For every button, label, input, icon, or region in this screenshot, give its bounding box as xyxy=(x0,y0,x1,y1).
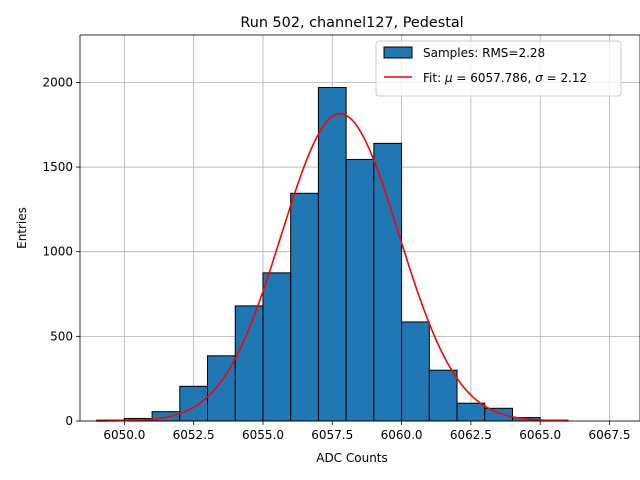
legend-histogram-swatch xyxy=(383,46,413,59)
histogram-bar xyxy=(179,385,209,422)
histogram-bar xyxy=(151,411,181,422)
legend-histogram-label: Samples: RMS=2.28 xyxy=(423,46,545,60)
histogram-bar xyxy=(484,407,513,422)
y-tick-label: 2000 xyxy=(42,75,73,89)
y-tick-label: 500 xyxy=(50,329,73,343)
histogram-bar xyxy=(373,142,403,422)
x-tick-label: 6062.5 xyxy=(450,428,492,442)
y-tick-label: 1000 xyxy=(42,245,73,259)
legend: Samples: RMS=2.28 Fit: μ = 6057.786, σ =… xyxy=(375,40,622,97)
y-tick-label: 1500 xyxy=(42,160,73,174)
x-tick-label: 6057.5 xyxy=(311,428,353,442)
histogram-bar xyxy=(428,369,458,422)
chart-title: Run 502, channel127, Pedestal xyxy=(240,15,463,31)
histogram-bar xyxy=(456,402,486,422)
x-tick-label: 6065.0 xyxy=(519,428,561,442)
histogram-bar xyxy=(290,192,319,422)
y-axis-ticks: 0 500 1000 1500 2000 xyxy=(42,75,80,428)
histogram-bars xyxy=(96,86,569,422)
x-axis-label: ADC Counts xyxy=(316,451,388,465)
histogram-bar xyxy=(345,158,375,422)
y-tick-label: 0 xyxy=(65,414,73,428)
histogram-bar xyxy=(317,86,347,422)
x-tick-label: 6060.0 xyxy=(381,428,423,442)
histogram-bar xyxy=(401,321,430,422)
x-tick-label: 6052.5 xyxy=(173,428,215,442)
legend-box xyxy=(375,40,622,97)
x-tick-label: 6067.5 xyxy=(589,428,631,442)
fit-curve xyxy=(96,112,568,422)
x-tick-label: 6055.0 xyxy=(242,428,284,442)
y-axis-label: Entries xyxy=(15,207,29,249)
x-axis-ticks: 6050.0 6052.5 6055.0 6057.5 6060.0 6062.5 6065… xyxy=(103,421,631,442)
x-tick-label: 6050.0 xyxy=(103,428,145,442)
histogram-bar xyxy=(234,305,264,422)
histogram-bar xyxy=(262,272,292,422)
legend-fit-label: Fit: μ = 6057.786, σ = 2.12 xyxy=(423,71,587,85)
plot-frame xyxy=(79,34,640,422)
